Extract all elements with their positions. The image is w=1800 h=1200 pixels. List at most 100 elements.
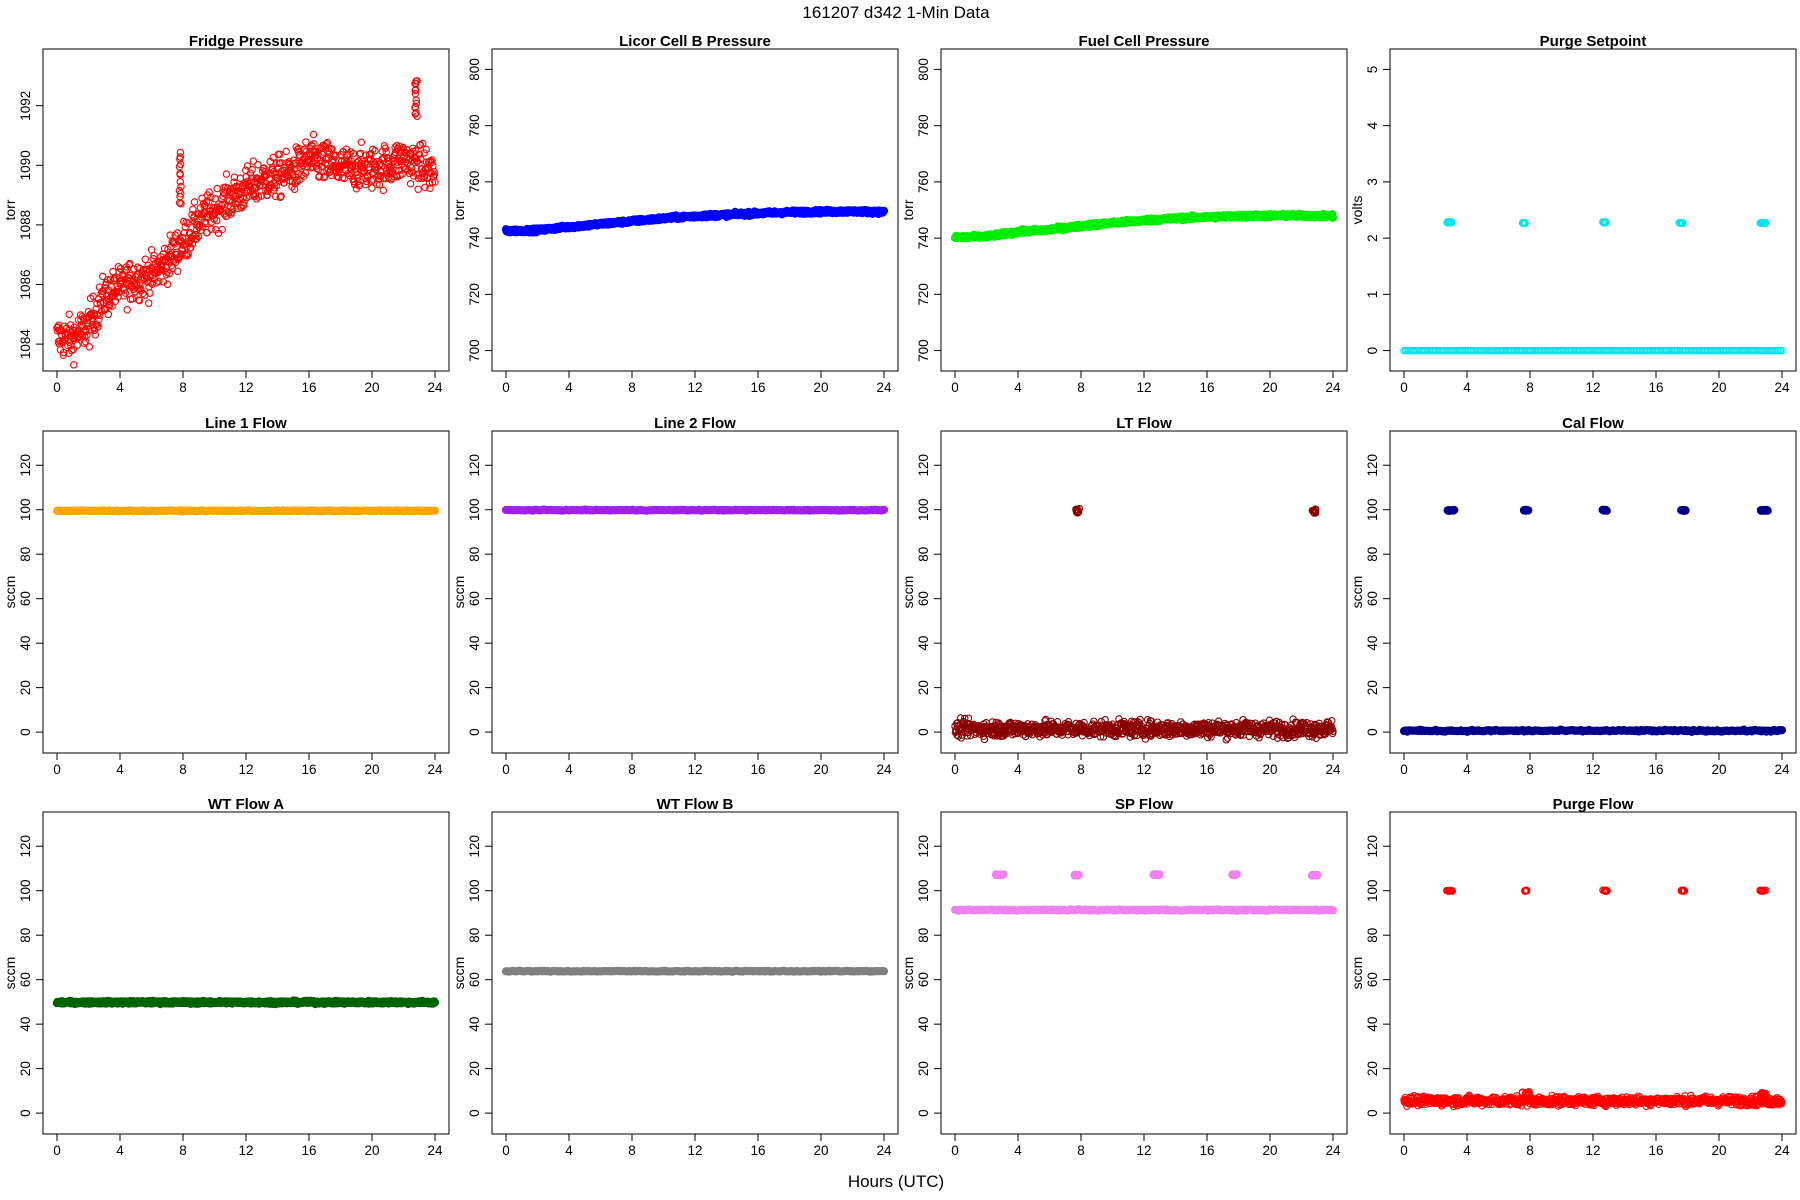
data-point bbox=[239, 201, 248, 210]
x-tick-label: 20 bbox=[364, 762, 379, 777]
x-tick-label: 24 bbox=[1325, 762, 1341, 777]
data-point bbox=[207, 225, 216, 233]
y-tick-label: 40 bbox=[18, 636, 33, 651]
plot-frame bbox=[1389, 430, 1797, 754]
y-tick-label: 100 bbox=[916, 498, 931, 521]
data-point bbox=[260, 164, 268, 172]
data-point bbox=[217, 205, 225, 213]
data-point bbox=[166, 231, 174, 239]
data-point bbox=[65, 310, 73, 319]
data-point bbox=[1328, 213, 1338, 222]
data-point bbox=[1757, 219, 1766, 227]
data-point bbox=[218, 200, 227, 208]
x-tick-label: 0 bbox=[951, 762, 959, 777]
data-point bbox=[248, 166, 256, 174]
x-tick-label: 20 bbox=[1262, 762, 1277, 777]
data-point bbox=[182, 218, 190, 227]
data-point bbox=[332, 151, 340, 160]
x-tick-label: 24 bbox=[427, 380, 443, 395]
data-point bbox=[1309, 506, 1317, 515]
data-point bbox=[109, 267, 117, 276]
data-point bbox=[207, 193, 215, 201]
data-point bbox=[1072, 505, 1080, 514]
data-point bbox=[180, 229, 189, 237]
y-tick-label: 2 bbox=[1365, 234, 1380, 242]
y-tick-label: 780 bbox=[467, 114, 482, 137]
data-point bbox=[413, 112, 421, 120]
data-point bbox=[132, 280, 141, 289]
data-point bbox=[91, 331, 100, 339]
x-tick-label: 0 bbox=[951, 380, 959, 395]
x-tick-label: 12 bbox=[687, 380, 702, 395]
panel-title: Cal Flow bbox=[1562, 415, 1624, 432]
data-point bbox=[429, 162, 437, 170]
data-point bbox=[82, 327, 90, 336]
y-tick-label: 60 bbox=[1365, 591, 1380, 606]
x-tick-label: 24 bbox=[876, 762, 892, 777]
x-tick-label: 8 bbox=[628, 380, 636, 395]
x-tick-label: 8 bbox=[1526, 380, 1534, 395]
data-point bbox=[416, 155, 425, 163]
data-point bbox=[70, 361, 78, 369]
y-axis-label: sccm bbox=[451, 576, 467, 609]
panel-title: Fuel Cell Pressure bbox=[1079, 33, 1210, 50]
data-point bbox=[391, 148, 400, 157]
data-point bbox=[431, 178, 439, 186]
data-point bbox=[347, 157, 356, 166]
data-point bbox=[430, 167, 438, 176]
data-point bbox=[371, 147, 379, 155]
data-point bbox=[177, 182, 185, 191]
data-point bbox=[352, 169, 360, 177]
y-tick-label: 120 bbox=[18, 454, 33, 477]
data-points bbox=[1400, 218, 1786, 355]
data-point bbox=[189, 205, 197, 214]
data-point bbox=[146, 289, 154, 297]
y-axis-label: volts bbox=[1349, 196, 1365, 225]
data-point bbox=[125, 259, 134, 268]
x-tick-label: 20 bbox=[813, 380, 828, 395]
x-tick-label: 0 bbox=[53, 380, 61, 395]
data-point bbox=[249, 157, 258, 165]
y-tick-label: 800 bbox=[467, 58, 482, 81]
data-point bbox=[175, 186, 184, 195]
data-point bbox=[222, 170, 231, 178]
data-point bbox=[184, 250, 192, 258]
y-tick-label: 20 bbox=[916, 680, 931, 695]
plot-frame bbox=[940, 48, 1348, 372]
data-point bbox=[1763, 506, 1772, 515]
data-points bbox=[501, 505, 889, 515]
data-points bbox=[52, 996, 440, 1009]
x-tick-label: 24 bbox=[1325, 380, 1341, 395]
data-point bbox=[176, 171, 184, 179]
x-tick-label: 0 bbox=[53, 762, 61, 777]
data-point bbox=[1445, 218, 1454, 226]
y-tick-label: 720 bbox=[916, 283, 931, 306]
data-point bbox=[123, 305, 131, 314]
data-point bbox=[177, 200, 185, 208]
plot-frame bbox=[42, 48, 450, 372]
panel-title: LT Flow bbox=[1116, 415, 1172, 432]
y-axis-label: sccm bbox=[900, 576, 916, 609]
data-point bbox=[290, 165, 298, 174]
data-point bbox=[94, 322, 102, 331]
y-tick-label: 100 bbox=[1365, 498, 1380, 521]
data-point bbox=[59, 348, 68, 357]
data-point bbox=[148, 280, 157, 288]
y-tick-label: 60 bbox=[18, 591, 33, 606]
data-point bbox=[321, 159, 330, 168]
data-point bbox=[99, 272, 107, 281]
data-point bbox=[276, 193, 285, 202]
data-point bbox=[202, 198, 211, 206]
data-points bbox=[1399, 505, 1787, 737]
x-tick-label: 20 bbox=[1711, 762, 1726, 777]
data-point bbox=[100, 306, 109, 314]
y-tick-label: 80 bbox=[18, 547, 33, 562]
data-point bbox=[95, 315, 103, 323]
data-point bbox=[412, 99, 421, 108]
x-tick-label: 4 bbox=[565, 762, 573, 777]
y-tick-label: 120 bbox=[467, 454, 482, 477]
data-point bbox=[310, 140, 318, 148]
